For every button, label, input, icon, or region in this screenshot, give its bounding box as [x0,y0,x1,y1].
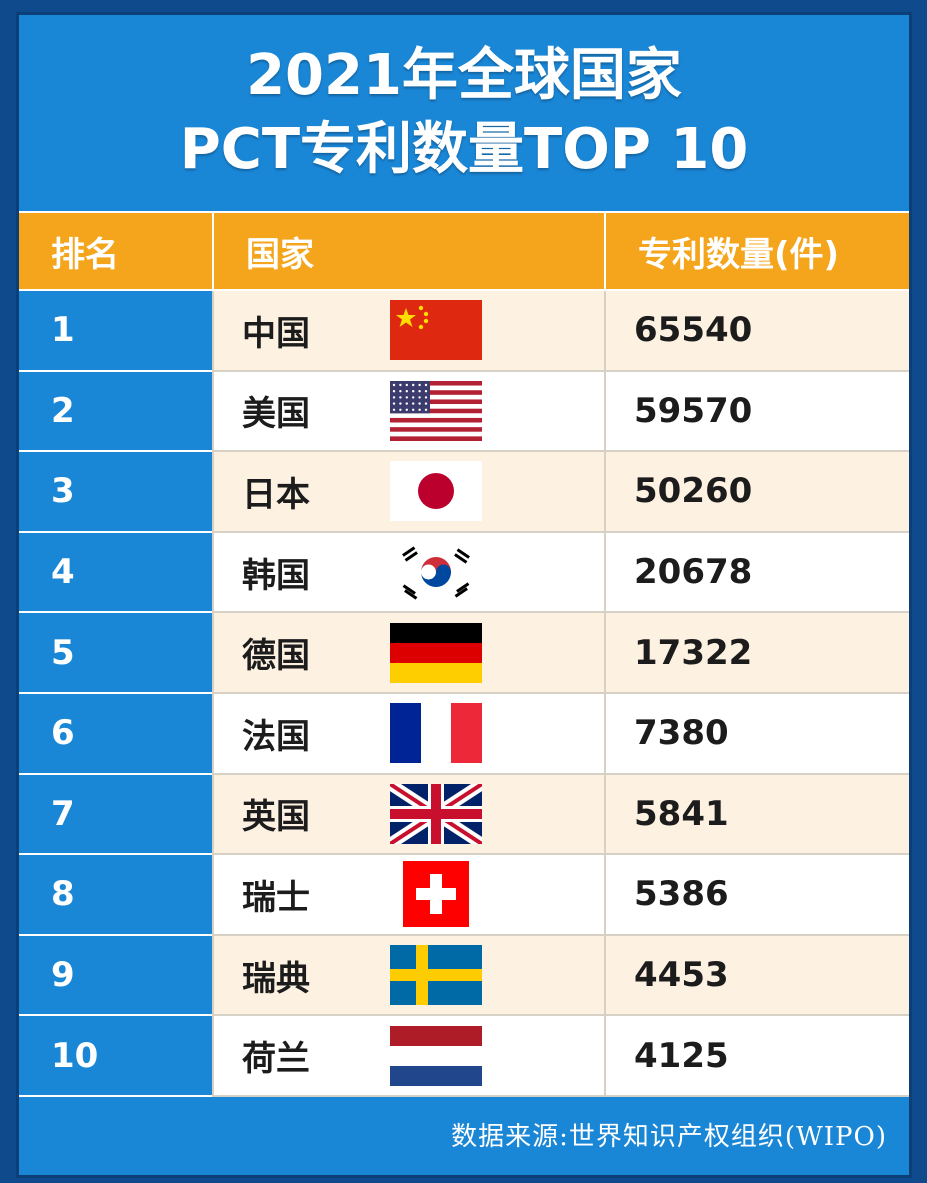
country-cell: 法国 [212,693,604,773]
patent-count-cell: 65540 [604,291,909,370]
rank-cell: 3 [19,452,212,533]
table-row: 10 荷兰 4125 [19,1016,909,1097]
country-name: 美国 [242,394,310,435]
table-row: 1 中国 65540 [19,291,909,372]
rank-cell: 5 [19,613,212,694]
france-flag-icon [390,703,482,764]
table-row: 5 德国 17322 [19,613,909,694]
germany-flag-icon [390,622,482,683]
country-name: 韩国 [242,555,310,596]
patent-count-cell: 59570 [604,371,909,451]
korea-flag-icon [390,542,482,603]
country-cell: 英国 [212,774,604,854]
rank-cell: 9 [19,935,212,1017]
country-name: 瑞典 [242,958,310,999]
patent-count-cell: 4453 [604,935,909,1015]
country-name: 瑞士 [242,877,310,918]
country-name: 英国 [242,797,310,838]
table-row: 9 瑞典 4453 [19,935,909,1017]
rank-cell: 8 [19,855,212,936]
country-cell: 日本 [212,452,604,531]
title-line-1: 2021年全球国家 [246,43,682,108]
header-country: 国家 [212,213,604,289]
rank-cell: 7 [19,774,212,856]
table-header: 排名 国家 专利数量(件) [19,211,909,291]
country-cell: 瑞士 [212,855,604,934]
header-rank: 排名 [51,234,119,275]
country-cell: 瑞典 [212,935,604,1015]
patent-count-cell: 7380 [604,693,909,773]
table-row: 7 英国 5841 [19,774,909,856]
source-note: 数据来源:世界知识产权组织(WIPO) [451,1121,887,1152]
country-name: 荷兰 [242,1039,310,1080]
sweden-flag-icon [390,945,482,1006]
china-flag-icon [390,300,482,361]
patent-count-cell: 4125 [604,1016,909,1095]
country-cell: 荷兰 [212,1016,604,1095]
chart-title: 2021年全球国家 PCT专利数量TOP 10 [19,15,909,211]
uk-flag-icon [390,783,482,844]
rank-cell: 6 [19,693,212,775]
patent-count-cell: 50260 [604,452,909,531]
title-line-2: PCT专利数量TOP 10 [179,117,749,182]
patent-count-cell: 5841 [604,774,909,854]
table-row: 6 法国 7380 [19,693,909,775]
country-name: 中国 [242,313,310,354]
table-row: 4 韩国 20678 [19,532,909,614]
patent-count-cell: 17322 [604,613,909,692]
patent-table: 排名 国家 专利数量(件) 1 中国 65540 2 美国 59570 3 日本 50260 4 韩… [19,211,909,1097]
country-cell: 中国 [212,291,604,370]
table-body: 1 中国 65540 2 美国 59570 3 日本 50260 4 韩国 20678 5 德国 17322… [19,291,909,1097]
patent-count-cell: 20678 [604,532,909,612]
rank-cell: 2 [19,371,212,453]
rank-cell: 10 [19,1016,212,1097]
country-name: 法国 [242,716,310,757]
country-cell: 美国 [212,371,604,451]
country-name: 德国 [242,636,310,677]
rank-cell: 1 [19,291,212,372]
country-name: 日本 [242,474,310,515]
rank-cell: 4 [19,532,212,614]
switzerland-flag-icon [403,861,469,928]
table-row: 2 美国 59570 [19,371,909,453]
usa-flag-icon [390,380,482,441]
country-cell: 德国 [212,613,604,692]
japan-flag-icon [390,461,482,522]
header-count: 专利数量(件) [604,213,909,289]
table-row: 3 日本 50260 [19,452,909,533]
netherlands-flag-icon [390,1025,482,1086]
patent-count-cell: 5386 [604,855,909,934]
country-cell: 韩国 [212,532,604,612]
table-row: 8 瑞士 5386 [19,855,909,936]
